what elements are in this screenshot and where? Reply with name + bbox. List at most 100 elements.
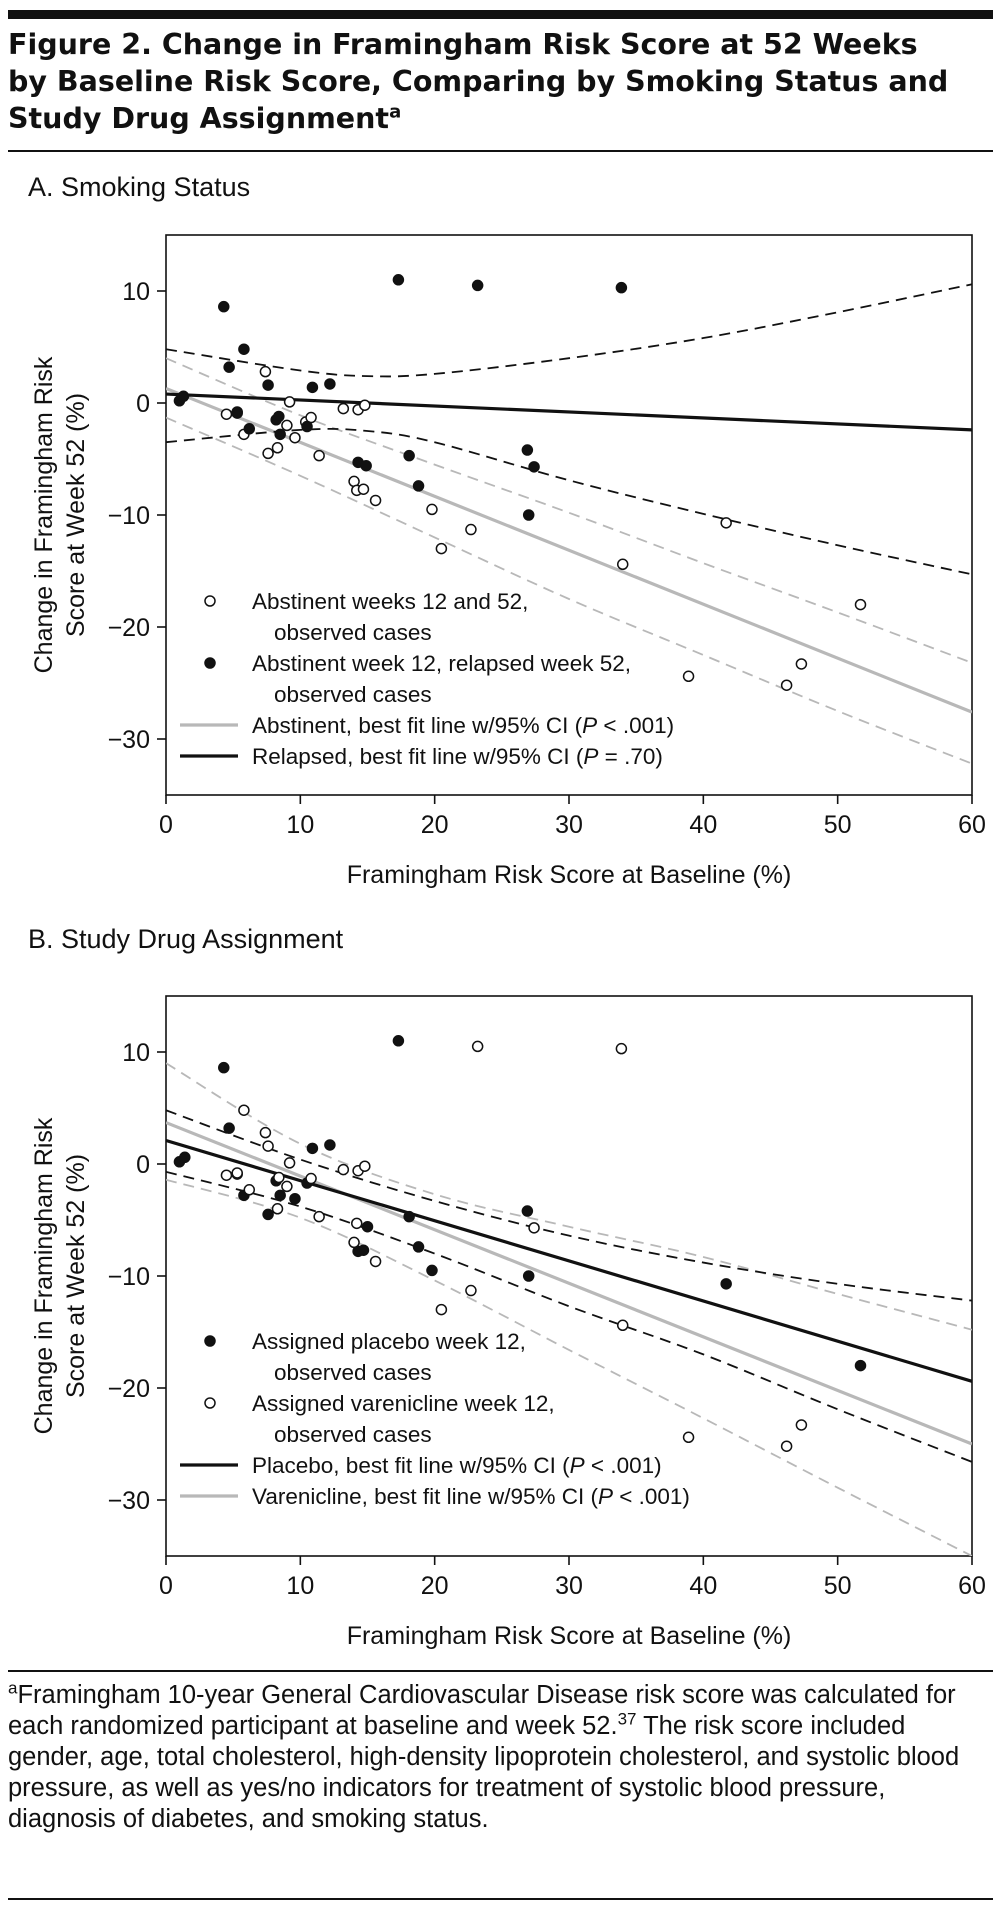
top-rule [8,10,993,19]
legend-fit-label-text: Relapsed, best fit line w/95% CI ( [252,744,584,769]
open-data-point [682,1431,695,1444]
legend-fit-label-text: Abstinent, best fit line w/95% CI ( [252,713,583,738]
open-data-point [780,1440,793,1452]
x-axis-label: Framingham Risk Score at Baseline (%) [347,861,792,889]
open-data-point [795,1419,808,1431]
x-tick-label: 20 [421,811,449,839]
open-data-point [369,1255,382,1268]
legend-fit-label-text: Varenicline, best fit line w/95% CI ( [252,1484,598,1509]
open-data-point [283,396,296,408]
figure-title-marker: a [389,101,402,123]
x-tick-label: 20 [421,1572,449,1600]
legend-fit-label-suffix: < .001) [613,1484,690,1509]
x-tick-label: 60 [958,811,986,839]
x-tick-label: 10 [286,811,314,839]
y-tick-label: 10 [122,1039,150,1067]
open-data-point [465,523,477,536]
legend-fit-label-suffix: < .001) [585,1453,662,1478]
x-axis-label: Framingham Risk Score at Baseline (%) [347,1622,792,1650]
filled-data-point [179,1151,191,1164]
gray-ci-upper-line [166,357,972,664]
legend-fit-label-suffix: < .001) [597,713,674,738]
filled-data-point [392,1035,405,1047]
open-data-point [528,1222,540,1234]
legend-fit-label-text: Placebo, best fit line w/95% CI ( [252,1453,570,1478]
filled-data-point [274,428,286,441]
filled-data-point [471,279,484,292]
plot-frame [165,234,973,796]
figure-title-line-2: by Baseline Risk Score, Comparing by Smo… [8,65,949,98]
filled-data-point [521,444,534,456]
open-data-point [426,503,438,516]
black-ci-lower-line [166,1170,972,1463]
legend-label: Assigned placebo week 12, [252,1329,526,1354]
y-axis-label-line-1: Change in Framingham Risk [30,356,58,673]
open-data-point [313,449,325,462]
legend-fit-label: Placebo, best fit line w/95% CI (P < .00… [252,1453,662,1478]
y-tick-label: −30 [108,726,150,754]
open-data-point [289,431,301,444]
open-data-point [616,1319,629,1332]
filled-data-point [720,1278,732,1290]
legend-label: Abstinent week 12, relapsed week 52, [252,651,631,676]
legend-fit-label-p: P [570,1453,585,1478]
title-rule [8,150,993,152]
legend-label: Assigned varenicline week 12, [252,1391,555,1416]
filled-data-point [262,1208,274,1221]
gray-ci-lower-line [166,1178,972,1556]
x-tick-label: 40 [689,811,717,839]
legend-marker-filled [204,1335,216,1347]
footnote-marker: a [8,1678,18,1698]
filled-data-point [231,407,243,419]
y-tick-label: −10 [108,1263,150,1291]
filled-data-point [403,449,415,462]
open-data-point [305,1172,317,1185]
figure-title-line-1: Figure 2. Change in Framingham Risk Scor… [8,28,918,61]
footnote: aFramingham 10-year General Cardiovascul… [8,1680,993,1835]
y-tick-label: −30 [108,1487,150,1515]
y-axis-label-line-2: Score at Week 52 (%) [62,393,90,637]
x-tick-label: 30 [555,1572,583,1600]
legend-fit-label: Abstinent, best fit line w/95% CI (P < .… [252,713,674,738]
open-data-point [271,442,284,454]
legend-label-line-2: observed cases [274,1360,432,1385]
filled-data-point [357,1244,370,1256]
y-tick-label: 10 [122,278,150,306]
open-data-point [281,1180,293,1193]
footnote-text: Framingham 10-year General Cardiovascula… [8,1681,956,1740]
filled-data-point [301,420,313,433]
open-data-point [720,517,732,529]
open-data-point [262,1140,274,1152]
filled-data-point [426,1264,438,1277]
filled-data-point [360,459,372,472]
legend-marker-filled [204,657,216,669]
filled-data-point [522,1270,535,1282]
filled-data-point [324,1139,336,1151]
open-data-point [682,670,695,683]
gray-ci-lower-line [166,416,972,765]
figure-title: Figure 2. Change in Framingham Risk Scor… [8,26,993,137]
filled-data-point [223,361,235,373]
figure-title-line-3: Study Drug Assignmenta [8,100,993,137]
y-tick-label: 0 [136,1151,150,1179]
plot-area [166,274,972,765]
open-data-point [435,542,448,555]
x-tick-label: 0 [159,811,173,839]
open-data-point [615,1042,628,1055]
filled-data-point [306,381,319,394]
open-data-point [616,558,629,571]
filled-data-point [403,1210,415,1223]
black-ci-upper-line [166,283,972,378]
open-data-point [220,408,233,420]
y-axis-label-line-1: Change in Framingham Risk [30,1117,58,1434]
open-data-point [259,1126,272,1139]
black-ci-lower-line [166,427,972,576]
filled-data-point [238,343,250,355]
open-data-point [220,1169,233,1181]
x-tick-label: 10 [286,1572,314,1600]
open-data-point [351,1217,363,1230]
open-data-point [313,1210,325,1223]
open-data-point [435,1303,448,1316]
open-data-point [359,399,371,411]
legend-label-line-2: observed cases [274,1422,432,1447]
